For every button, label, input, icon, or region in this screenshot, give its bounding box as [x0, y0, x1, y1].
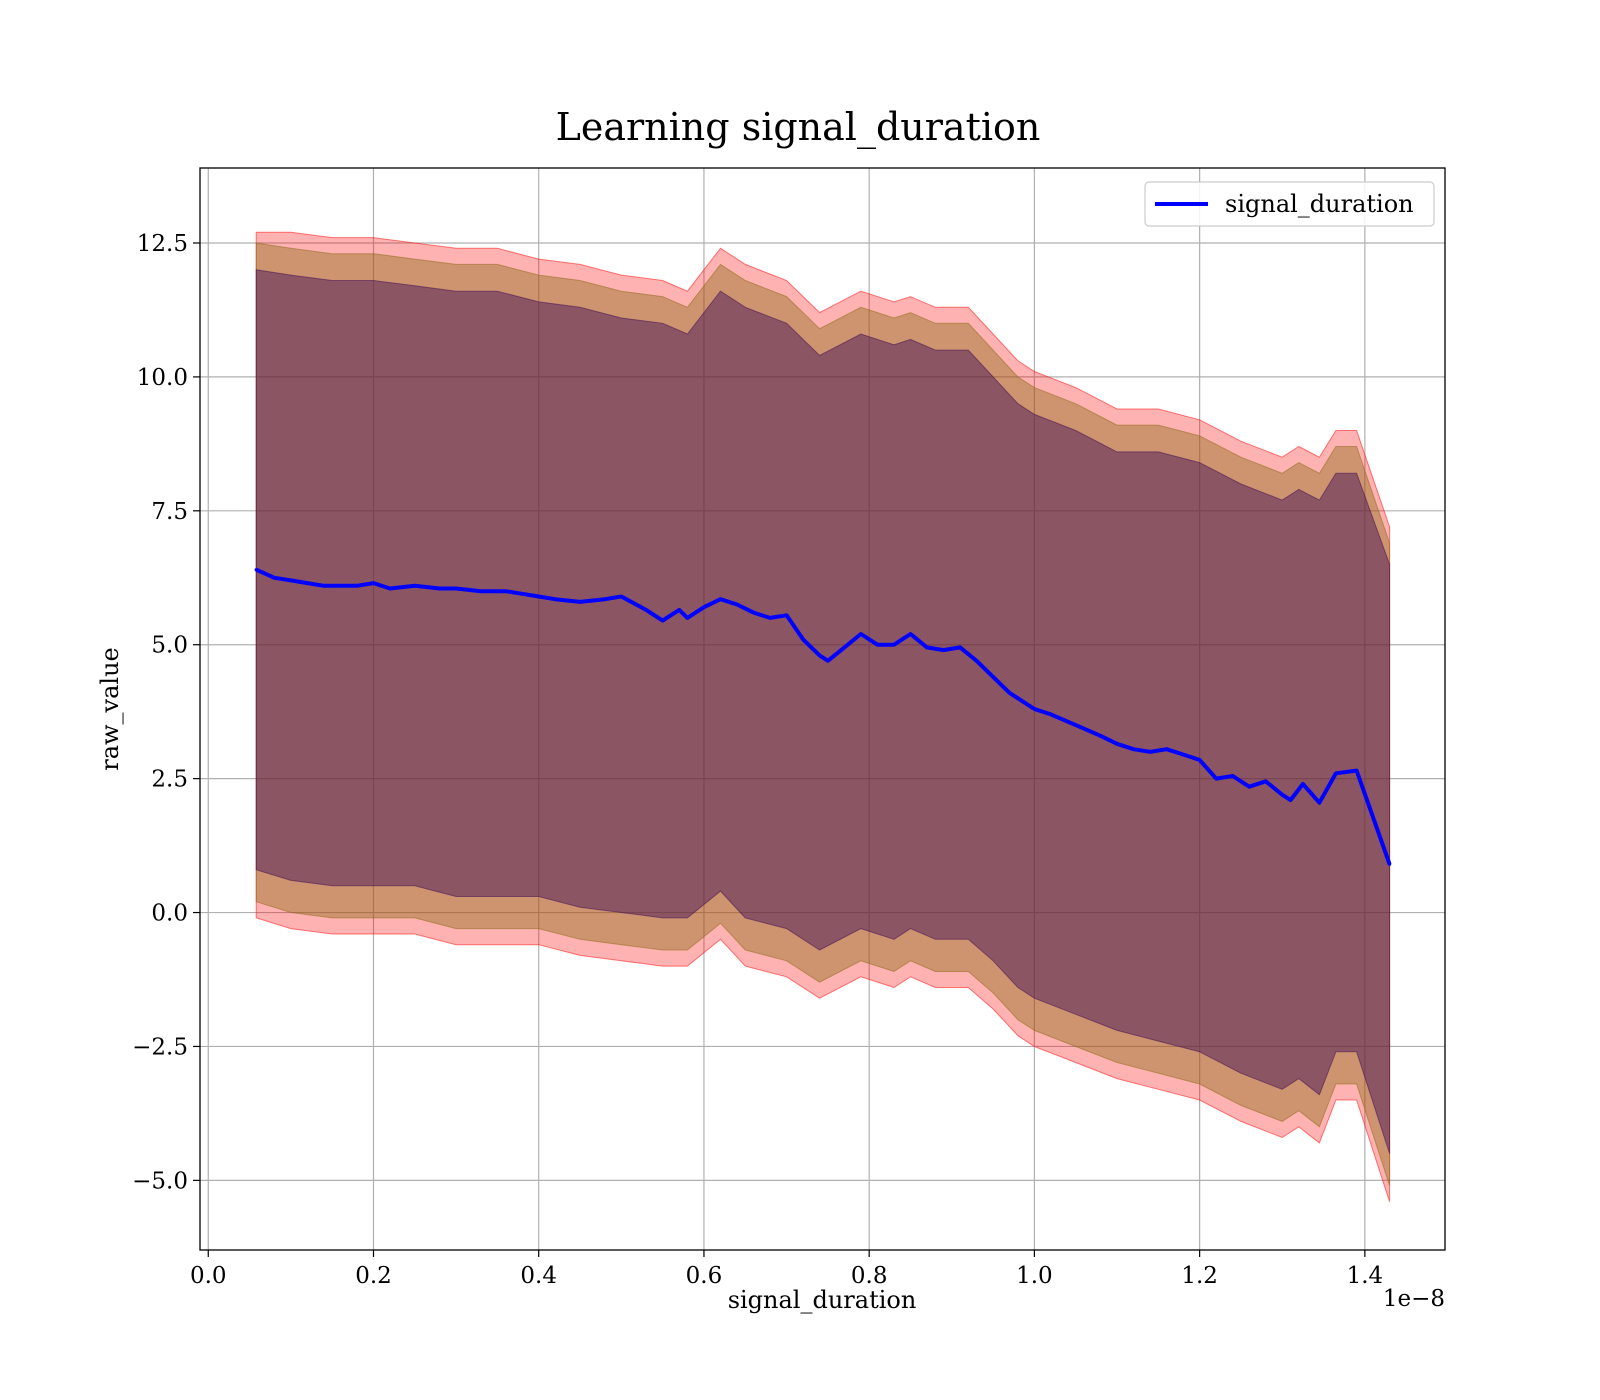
- x-tick-label-0: 0.0: [190, 1263, 227, 1289]
- data-point: [859, 632, 863, 636]
- data-point: [925, 645, 929, 650]
- data-point: [751, 611, 756, 615]
- data-point: [785, 613, 789, 617]
- data-point: [1214, 777, 1218, 781]
- data-point: [818, 653, 822, 658]
- data-point: [1388, 862, 1392, 866]
- data-point: [1148, 750, 1152, 754]
- data-point: [537, 594, 541, 599]
- y-axis-ticks: −5.0 −2.5 0.0 2.5 5.0 7.5 10.0 12.5: [132, 231, 200, 1194]
- data-point: [1049, 712, 1053, 717]
- data-point: [768, 616, 772, 620]
- data-point: [1098, 734, 1103, 738]
- x-tick-label-6: 1.2: [1181, 1263, 1218, 1289]
- data-point: [1198, 758, 1202, 762]
- data-point: [1131, 747, 1136, 751]
- series-lines: [254, 567, 1392, 866]
- data-point: [1181, 752, 1185, 757]
- data-point: [289, 578, 293, 583]
- data-point: [801, 637, 805, 642]
- data-point: [991, 675, 995, 679]
- band-inner: [255, 269, 1391, 1154]
- legend-box: [1144, 181, 1435, 227]
- data-point: [520, 592, 524, 596]
- data-point: [619, 594, 623, 599]
- y-tick-label-6: 10.0: [137, 365, 188, 391]
- band-middle: [255, 242, 1391, 1186]
- y-tick-label-5: 7.5: [151, 499, 188, 525]
- data-point: [875, 643, 880, 647]
- data-point: [254, 568, 258, 572]
- x-tick-label-1: 0.2: [355, 1263, 392, 1289]
- legend: signal_duration: [1144, 181, 1435, 227]
- data-point: [371, 581, 376, 585]
- data-point: [1280, 793, 1284, 797]
- data-point: [685, 616, 690, 620]
- data-point: [479, 589, 483, 593]
- data-point: [661, 619, 665, 623]
- data-point: [702, 605, 706, 609]
- data-point: [1334, 771, 1338, 775]
- x-tick-label-5: 1.0: [1016, 1263, 1053, 1289]
- data-point: [1008, 691, 1012, 695]
- y-tick-label-2: 0.0: [151, 901, 188, 927]
- data-point: [826, 659, 830, 663]
- data-point: [677, 608, 681, 612]
- y-tick-label-0: −5.0: [132, 1168, 188, 1194]
- data-point: [1247, 785, 1251, 789]
- data-point: [958, 645, 962, 650]
- x-axis-ticks: 0.0 0.2 0.4 0.6 0.8 1.0 1.2 1.4: [190, 1250, 1383, 1289]
- legend-label: signal_duration: [1225, 190, 1414, 218]
- data-point: [908, 632, 913, 636]
- data-point: [735, 602, 739, 607]
- y-tick-label-4: 5.0: [151, 633, 188, 659]
- data-point: [1115, 742, 1119, 746]
- data-point: [1231, 774, 1235, 778]
- confidence-bands: [255, 231, 1391, 1202]
- data-point: [338, 584, 342, 588]
- data-point: [388, 586, 392, 591]
- x-axis-offset-label: 1e−8: [1383, 1286, 1445, 1312]
- x-tick-label-3: 0.6: [686, 1263, 723, 1289]
- y-tick-label-7: 12.5: [137, 231, 188, 257]
- data-point: [842, 645, 847, 650]
- y-tick-label-3: 2.5: [151, 767, 188, 793]
- data-point: [1288, 798, 1293, 802]
- data-point: [578, 600, 582, 604]
- chart-title: Learning signal_duration: [556, 105, 1041, 150]
- data-point: [305, 581, 309, 585]
- data-point: [1165, 747, 1169, 751]
- data-point: [322, 584, 326, 588]
- x-axis-label: signal_duration: [728, 1286, 917, 1314]
- data-point: [892, 643, 896, 647]
- band-outer: [255, 231, 1391, 1202]
- data-point: [1032, 707, 1036, 711]
- data-point: [718, 597, 723, 601]
- plot-frame: [199, 167, 1446, 1251]
- data-point: [1317, 801, 1321, 805]
- x-tick-label-7: 1.4: [1347, 1263, 1384, 1289]
- data-point: [413, 584, 417, 588]
- data-point: [454, 586, 458, 591]
- x-tick-label-4: 0.8: [851, 1263, 888, 1289]
- y-tick-label-1: −2.5: [132, 1034, 188, 1060]
- data-point: [504, 589, 508, 593]
- y-axis-label: raw_value: [96, 647, 124, 771]
- data-point: [1355, 769, 1359, 773]
- data-point: [1264, 779, 1268, 783]
- data-point: [644, 608, 648, 612]
- data-point: [272, 576, 276, 580]
- data-point: [975, 659, 979, 663]
- data-point: [438, 586, 442, 591]
- x-tick-label-2: 0.4: [520, 1263, 557, 1289]
- data-point: [355, 584, 359, 588]
- data-point: [603, 597, 607, 601]
- data-point: [1074, 723, 1078, 727]
- data-point: [941, 648, 946, 652]
- data-point: [553, 597, 557, 601]
- data-point: [1301, 782, 1305, 786]
